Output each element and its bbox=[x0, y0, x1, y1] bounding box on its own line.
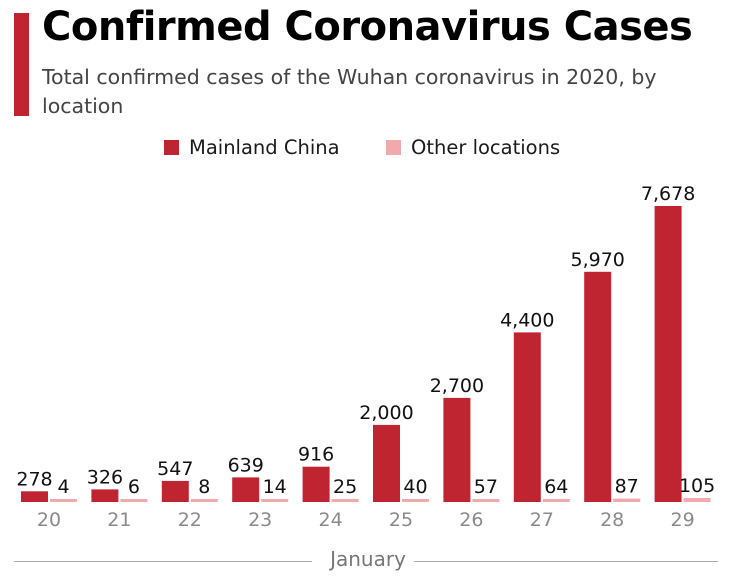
chart-legend: Mainland China Other locations bbox=[0, 133, 736, 161]
bar-other-locations-jan-25 bbox=[402, 499, 429, 502]
legend-label-other-locations: Other locations bbox=[411, 135, 561, 159]
data-label-mainland-china-jan-24: 916 bbox=[298, 444, 334, 466]
x-tick-label-22: 22 bbox=[178, 509, 202, 531]
legend-item-other-locations: Other locations bbox=[386, 133, 560, 161]
legend-label-mainland-china: Mainland China bbox=[189, 135, 340, 159]
x-tick-label-25: 25 bbox=[389, 509, 413, 531]
x-tick-label-20: 20 bbox=[37, 509, 61, 531]
data-label-mainland-china-jan-21: 326 bbox=[87, 466, 123, 488]
bar-mainland-china-jan-29 bbox=[654, 206, 682, 502]
bar-mainland-china-jan-24 bbox=[302, 466, 330, 502]
data-label-other-locations-jan-25: 40 bbox=[403, 476, 427, 498]
data-label-mainland-china-jan-22: 547 bbox=[157, 458, 193, 480]
chart-subtitle: Total confirmed cases of the Wuhan coron… bbox=[42, 65, 657, 118]
bar-mainland-china-jan-27 bbox=[513, 332, 541, 502]
x-tick-label-28: 28 bbox=[600, 509, 624, 531]
data-label-other-locations-jan-22: 8 bbox=[198, 476, 210, 498]
data-label-other-locations-jan-29: 105 bbox=[679, 475, 715, 497]
data-label-mainland-china-jan-28: 5,970 bbox=[570, 249, 624, 271]
bar-mainland-china-jan-25 bbox=[373, 424, 400, 502]
data-label-other-locations-jan-27: 64 bbox=[544, 476, 568, 498]
bar-other-locations-jan-23 bbox=[261, 499, 289, 502]
x-axis-line-left bbox=[14, 561, 312, 562]
x-tick-label-23: 23 bbox=[248, 509, 272, 531]
bar-mainland-china-jan-20 bbox=[21, 491, 48, 502]
bar-other-locations-jan-24 bbox=[331, 499, 359, 502]
data-label-other-locations-jan-26: 57 bbox=[474, 476, 498, 498]
data-label-mainland-china-jan-27: 4,400 bbox=[500, 309, 554, 331]
data-label-other-locations-jan-28: 87 bbox=[615, 476, 639, 498]
data-label-other-locations-jan-24: 25 bbox=[333, 476, 357, 498]
x-tick-label-24: 24 bbox=[319, 509, 343, 531]
bar-other-locations-jan-22 bbox=[190, 499, 218, 502]
bar-other-locations-jan-20 bbox=[50, 499, 77, 502]
bar-mainland-china-jan-28 bbox=[584, 271, 612, 502]
bar-mainland-china-jan-21 bbox=[91, 489, 119, 502]
x-tick-label-29: 29 bbox=[671, 509, 695, 531]
data-label-other-locations-jan-23: 14 bbox=[263, 476, 287, 498]
legend-item-mainland-china: Mainland China bbox=[164, 133, 340, 161]
legend-swatch-other-locations bbox=[386, 139, 401, 155]
bar-mainland-china-jan-23 bbox=[232, 477, 260, 502]
title-accent-bar bbox=[14, 13, 29, 116]
bar-mainland-china-jan-26 bbox=[443, 397, 471, 502]
bar-other-locations-jan-27 bbox=[542, 499, 570, 502]
bar-mainland-china-jan-22 bbox=[161, 480, 189, 502]
bar-other-locations-jan-21 bbox=[120, 499, 148, 502]
bar-other-locations-jan-28 bbox=[613, 498, 641, 502]
data-label-mainland-china-jan-23: 639 bbox=[228, 454, 264, 476]
x-axis-line-right bbox=[414, 561, 718, 562]
data-label-other-locations-jan-21: 6 bbox=[128, 476, 140, 498]
legend-swatch-mainland-china bbox=[164, 139, 179, 155]
x-tick-label-27: 27 bbox=[530, 509, 554, 531]
chart-title: Confirmed Coronavirus Cases bbox=[42, 4, 693, 50]
data-label-mainland-china-jan-20: 278 bbox=[16, 468, 52, 490]
bar-other-locations-jan-29 bbox=[683, 498, 711, 502]
x-tick-label-21: 21 bbox=[107, 509, 131, 531]
data-label-mainland-china-jan-25: 2,000 bbox=[359, 402, 413, 424]
x-tick-label-26: 26 bbox=[459, 509, 483, 531]
data-label-other-locations-jan-20: 4 bbox=[57, 476, 69, 498]
data-label-mainland-china-jan-29: 7,678 bbox=[641, 183, 695, 205]
data-label-mainland-china-jan-26: 2,700 bbox=[430, 375, 484, 397]
bar-other-locations-jan-26 bbox=[472, 499, 500, 502]
